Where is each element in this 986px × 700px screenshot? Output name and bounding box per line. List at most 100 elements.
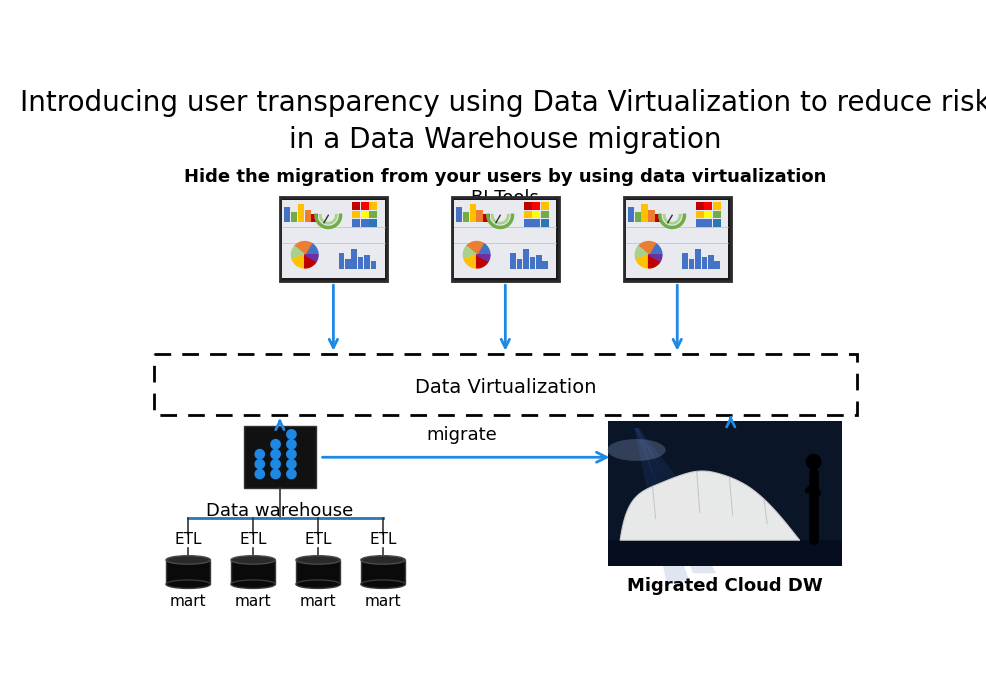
FancyBboxPatch shape [524, 249, 528, 269]
FancyBboxPatch shape [364, 255, 370, 269]
FancyBboxPatch shape [462, 212, 468, 222]
Circle shape [287, 470, 296, 479]
FancyBboxPatch shape [715, 261, 720, 269]
FancyBboxPatch shape [284, 207, 290, 222]
Ellipse shape [231, 556, 275, 564]
FancyBboxPatch shape [352, 211, 360, 218]
FancyBboxPatch shape [154, 354, 857, 416]
FancyBboxPatch shape [282, 199, 385, 279]
Circle shape [807, 454, 821, 469]
FancyBboxPatch shape [358, 257, 364, 269]
Polygon shape [305, 255, 317, 268]
Ellipse shape [231, 580, 275, 589]
Polygon shape [634, 428, 716, 573]
FancyBboxPatch shape [541, 202, 549, 210]
FancyBboxPatch shape [361, 219, 369, 227]
Polygon shape [649, 255, 660, 268]
FancyBboxPatch shape [369, 211, 378, 218]
Polygon shape [649, 255, 662, 261]
Polygon shape [476, 244, 490, 255]
FancyBboxPatch shape [608, 421, 841, 566]
FancyBboxPatch shape [469, 204, 475, 222]
Text: ETL: ETL [240, 532, 267, 547]
FancyBboxPatch shape [649, 210, 655, 222]
FancyBboxPatch shape [624, 197, 731, 281]
FancyBboxPatch shape [483, 214, 489, 222]
Text: Migrated Cloud DW: Migrated Cloud DW [627, 578, 823, 595]
FancyBboxPatch shape [296, 560, 340, 584]
Polygon shape [466, 241, 483, 255]
Text: migrate: migrate [427, 426, 498, 444]
Circle shape [287, 449, 296, 459]
FancyBboxPatch shape [704, 219, 712, 227]
Circle shape [287, 440, 296, 449]
Polygon shape [295, 241, 312, 255]
Circle shape [271, 459, 280, 469]
FancyBboxPatch shape [338, 253, 344, 269]
FancyBboxPatch shape [455, 199, 556, 279]
FancyBboxPatch shape [517, 260, 523, 269]
FancyBboxPatch shape [628, 207, 634, 222]
Text: BI Tools: BI Tools [471, 189, 539, 207]
Ellipse shape [166, 556, 210, 564]
FancyBboxPatch shape [682, 253, 688, 269]
FancyBboxPatch shape [291, 212, 297, 222]
Circle shape [287, 430, 296, 439]
FancyBboxPatch shape [702, 257, 707, 269]
Polygon shape [635, 246, 649, 259]
Text: Data warehouse: Data warehouse [206, 502, 354, 519]
FancyBboxPatch shape [352, 202, 360, 210]
FancyBboxPatch shape [452, 197, 559, 281]
FancyBboxPatch shape [542, 261, 548, 269]
FancyBboxPatch shape [713, 211, 721, 218]
FancyBboxPatch shape [280, 197, 387, 281]
FancyBboxPatch shape [541, 211, 549, 218]
FancyBboxPatch shape [695, 249, 701, 269]
FancyBboxPatch shape [532, 219, 540, 227]
FancyBboxPatch shape [696, 211, 704, 218]
Ellipse shape [166, 580, 210, 589]
Polygon shape [634, 428, 690, 583]
FancyBboxPatch shape [369, 219, 378, 227]
FancyBboxPatch shape [532, 202, 540, 210]
Text: ETL: ETL [305, 532, 332, 547]
FancyBboxPatch shape [351, 249, 357, 269]
Polygon shape [620, 471, 800, 540]
Circle shape [271, 449, 280, 459]
FancyBboxPatch shape [529, 257, 535, 269]
Text: Hide the migration from your users by using data virtualization: Hide the migration from your users by us… [184, 167, 826, 186]
Text: ETL: ETL [175, 532, 202, 547]
FancyBboxPatch shape [524, 202, 531, 210]
Ellipse shape [296, 580, 340, 589]
FancyBboxPatch shape [708, 255, 714, 269]
FancyBboxPatch shape [244, 426, 316, 489]
Polygon shape [463, 246, 476, 259]
FancyBboxPatch shape [656, 214, 662, 222]
FancyBboxPatch shape [305, 210, 311, 222]
Polygon shape [305, 244, 318, 255]
FancyBboxPatch shape [689, 260, 694, 269]
FancyBboxPatch shape [352, 219, 360, 227]
FancyBboxPatch shape [361, 560, 405, 584]
Text: mart: mart [300, 594, 336, 609]
Polygon shape [634, 428, 740, 559]
FancyBboxPatch shape [524, 211, 531, 218]
FancyBboxPatch shape [635, 212, 641, 222]
Ellipse shape [607, 439, 666, 461]
Circle shape [271, 440, 280, 449]
Text: mart: mart [235, 594, 271, 609]
FancyBboxPatch shape [532, 211, 540, 218]
FancyBboxPatch shape [704, 202, 712, 210]
FancyBboxPatch shape [536, 255, 541, 269]
FancyBboxPatch shape [541, 219, 549, 227]
Circle shape [287, 459, 296, 469]
FancyBboxPatch shape [345, 260, 351, 269]
Circle shape [255, 459, 264, 469]
Circle shape [255, 449, 264, 459]
FancyBboxPatch shape [713, 202, 721, 210]
FancyBboxPatch shape [511, 253, 516, 269]
Polygon shape [638, 241, 656, 255]
FancyBboxPatch shape [231, 560, 275, 584]
FancyBboxPatch shape [713, 219, 721, 227]
FancyBboxPatch shape [642, 204, 648, 222]
